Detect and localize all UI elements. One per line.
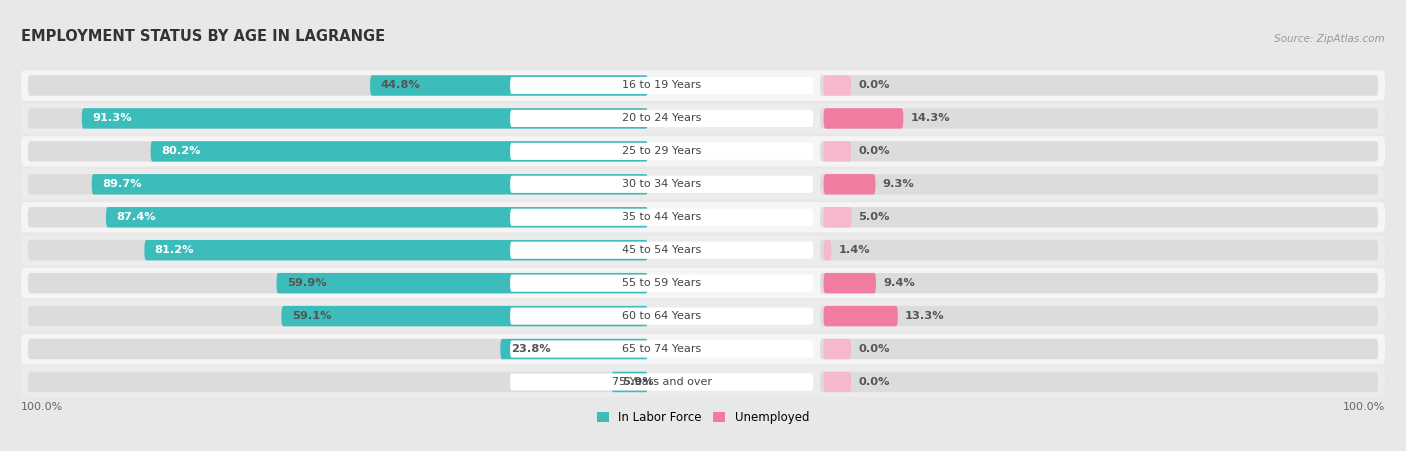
- FancyBboxPatch shape: [91, 174, 648, 194]
- FancyBboxPatch shape: [21, 202, 1385, 232]
- Text: 0.0%: 0.0%: [858, 344, 890, 354]
- FancyBboxPatch shape: [28, 339, 648, 359]
- Text: 59.9%: 59.9%: [287, 278, 326, 288]
- FancyBboxPatch shape: [820, 174, 1378, 194]
- Text: 81.2%: 81.2%: [155, 245, 194, 255]
- FancyBboxPatch shape: [510, 242, 813, 259]
- Text: 23.8%: 23.8%: [510, 344, 550, 354]
- Text: 44.8%: 44.8%: [381, 80, 420, 91]
- FancyBboxPatch shape: [21, 103, 1385, 133]
- FancyBboxPatch shape: [824, 273, 876, 293]
- FancyBboxPatch shape: [824, 207, 852, 227]
- FancyBboxPatch shape: [510, 308, 813, 325]
- FancyBboxPatch shape: [824, 372, 851, 392]
- FancyBboxPatch shape: [510, 77, 813, 94]
- FancyBboxPatch shape: [510, 341, 813, 358]
- FancyBboxPatch shape: [824, 339, 851, 359]
- FancyBboxPatch shape: [510, 209, 813, 226]
- FancyBboxPatch shape: [820, 108, 1378, 129]
- FancyBboxPatch shape: [612, 372, 648, 392]
- Text: 9.3%: 9.3%: [883, 179, 914, 189]
- FancyBboxPatch shape: [28, 240, 648, 260]
- Text: 0.0%: 0.0%: [858, 80, 890, 91]
- Text: 75 Years and over: 75 Years and over: [612, 377, 711, 387]
- Text: 9.4%: 9.4%: [883, 278, 915, 288]
- FancyBboxPatch shape: [28, 174, 648, 194]
- FancyBboxPatch shape: [510, 373, 813, 391]
- Text: 1.4%: 1.4%: [838, 245, 870, 255]
- FancyBboxPatch shape: [510, 110, 813, 127]
- Text: 20 to 24 Years: 20 to 24 Years: [621, 114, 702, 124]
- Text: 5.9%: 5.9%: [621, 377, 654, 387]
- FancyBboxPatch shape: [820, 240, 1378, 260]
- FancyBboxPatch shape: [510, 143, 813, 160]
- Text: 100.0%: 100.0%: [1343, 402, 1385, 412]
- Text: 87.4%: 87.4%: [117, 212, 156, 222]
- FancyBboxPatch shape: [21, 301, 1385, 331]
- FancyBboxPatch shape: [105, 207, 648, 227]
- Text: 5.0%: 5.0%: [858, 212, 890, 222]
- Text: 80.2%: 80.2%: [160, 147, 201, 156]
- FancyBboxPatch shape: [820, 372, 1378, 392]
- FancyBboxPatch shape: [28, 207, 648, 227]
- Text: Source: ZipAtlas.com: Source: ZipAtlas.com: [1274, 34, 1385, 44]
- FancyBboxPatch shape: [21, 268, 1385, 298]
- Text: EMPLOYMENT STATUS BY AGE IN LAGRANGE: EMPLOYMENT STATUS BY AGE IN LAGRANGE: [21, 29, 385, 44]
- Text: 45 to 54 Years: 45 to 54 Years: [621, 245, 702, 255]
- Text: 13.3%: 13.3%: [904, 311, 945, 321]
- FancyBboxPatch shape: [820, 273, 1378, 293]
- FancyBboxPatch shape: [824, 174, 876, 194]
- FancyBboxPatch shape: [820, 306, 1378, 327]
- Text: 89.7%: 89.7%: [103, 179, 142, 189]
- Text: 25 to 29 Years: 25 to 29 Years: [621, 147, 702, 156]
- FancyBboxPatch shape: [145, 240, 648, 260]
- FancyBboxPatch shape: [82, 108, 648, 129]
- FancyBboxPatch shape: [28, 108, 648, 129]
- FancyBboxPatch shape: [28, 75, 648, 96]
- FancyBboxPatch shape: [28, 141, 648, 161]
- FancyBboxPatch shape: [824, 75, 851, 96]
- FancyBboxPatch shape: [21, 235, 1385, 265]
- Text: 14.3%: 14.3%: [910, 114, 950, 124]
- FancyBboxPatch shape: [28, 273, 648, 293]
- Text: 100.0%: 100.0%: [21, 402, 63, 412]
- FancyBboxPatch shape: [820, 339, 1378, 359]
- Text: 60 to 64 Years: 60 to 64 Years: [621, 311, 702, 321]
- FancyBboxPatch shape: [277, 273, 648, 293]
- FancyBboxPatch shape: [510, 176, 813, 193]
- FancyBboxPatch shape: [21, 169, 1385, 199]
- Legend: In Labor Force, Unemployed: In Labor Force, Unemployed: [598, 411, 808, 424]
- Text: 91.3%: 91.3%: [93, 114, 132, 124]
- FancyBboxPatch shape: [824, 240, 831, 260]
- FancyBboxPatch shape: [824, 108, 904, 129]
- FancyBboxPatch shape: [824, 141, 851, 161]
- FancyBboxPatch shape: [820, 141, 1378, 161]
- FancyBboxPatch shape: [281, 306, 648, 327]
- FancyBboxPatch shape: [21, 136, 1385, 166]
- FancyBboxPatch shape: [824, 306, 898, 327]
- FancyBboxPatch shape: [510, 275, 813, 292]
- FancyBboxPatch shape: [21, 334, 1385, 364]
- Text: 0.0%: 0.0%: [858, 377, 890, 387]
- Text: 65 to 74 Years: 65 to 74 Years: [621, 344, 702, 354]
- Text: 35 to 44 Years: 35 to 44 Years: [621, 212, 702, 222]
- Text: 30 to 34 Years: 30 to 34 Years: [621, 179, 702, 189]
- Text: 0.0%: 0.0%: [858, 147, 890, 156]
- FancyBboxPatch shape: [28, 372, 648, 392]
- FancyBboxPatch shape: [21, 70, 1385, 101]
- FancyBboxPatch shape: [501, 339, 648, 359]
- Text: 55 to 59 Years: 55 to 59 Years: [621, 278, 702, 288]
- Text: 16 to 19 Years: 16 to 19 Years: [621, 80, 702, 91]
- FancyBboxPatch shape: [820, 75, 1378, 96]
- FancyBboxPatch shape: [370, 75, 648, 96]
- Text: 59.1%: 59.1%: [292, 311, 332, 321]
- FancyBboxPatch shape: [150, 141, 648, 161]
- FancyBboxPatch shape: [21, 367, 1385, 397]
- FancyBboxPatch shape: [28, 306, 648, 327]
- FancyBboxPatch shape: [820, 207, 1378, 227]
